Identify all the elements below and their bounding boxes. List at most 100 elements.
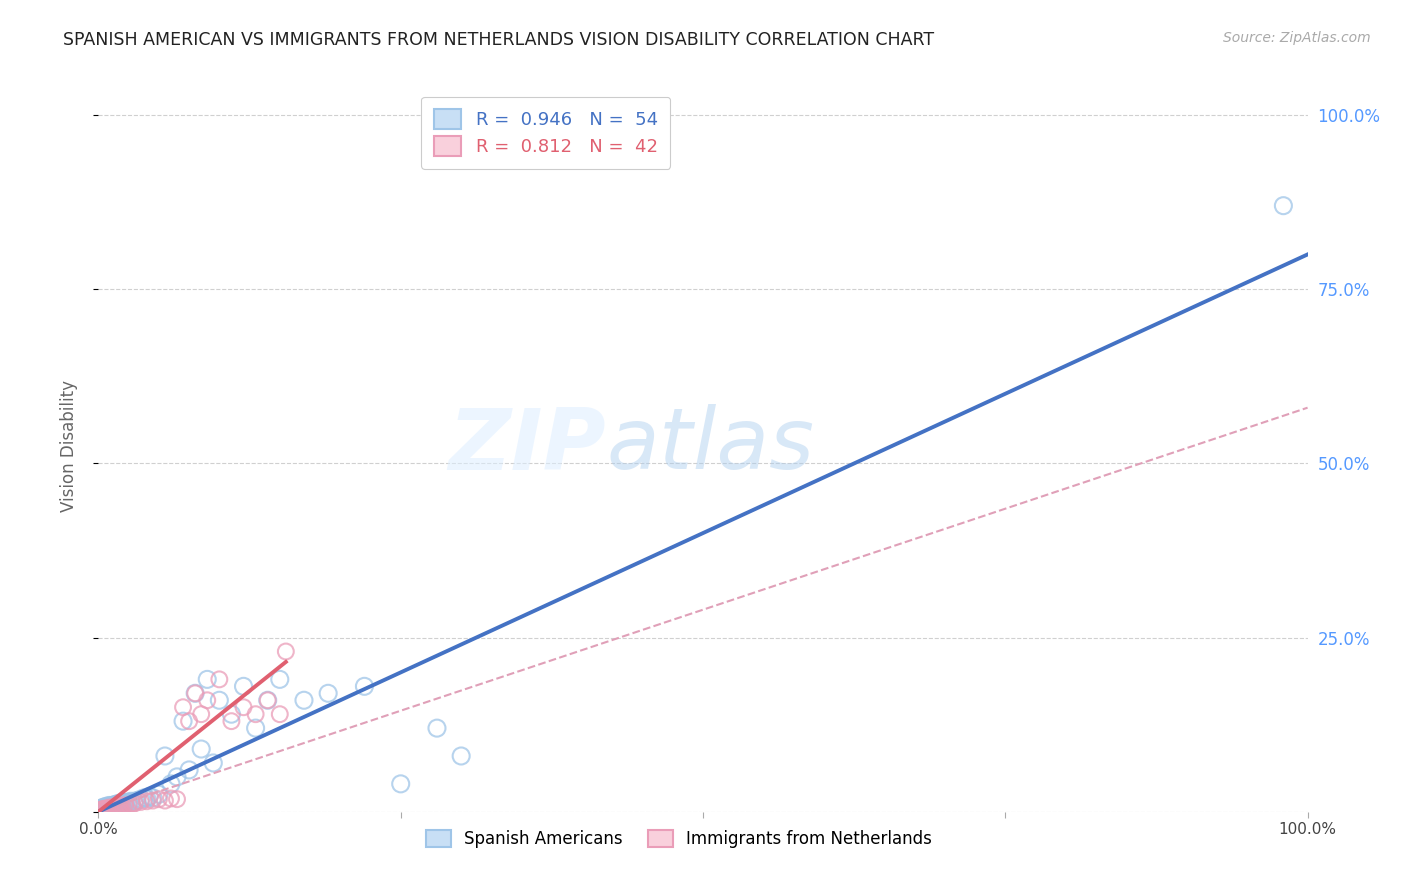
- Point: [98, 800, 121, 814]
- Point: [148, 792, 170, 806]
- Point: [110, 797, 132, 811]
- Point: [245, 707, 267, 722]
- Point: [195, 693, 218, 707]
- Point: [118, 795, 141, 809]
- Point: [100, 800, 122, 814]
- Point: [184, 686, 207, 700]
- Point: [208, 693, 231, 707]
- Point: [135, 794, 157, 808]
- Legend: Spanish Americans, Immigrants from Netherlands: Spanish Americans, Immigrants from Nethe…: [419, 823, 939, 855]
- Point: [221, 707, 243, 722]
- Text: Source: ZipAtlas.com: Source: ZipAtlas.com: [1223, 31, 1371, 45]
- Point: [91, 800, 114, 814]
- Point: [91, 803, 114, 817]
- Y-axis label: Vision Disability: Vision Disability: [59, 380, 77, 512]
- Point: [232, 679, 254, 693]
- Point: [111, 797, 134, 811]
- Point: [100, 801, 122, 815]
- Point: [256, 693, 278, 707]
- Point: [121, 797, 143, 811]
- Point: [104, 800, 127, 814]
- Point: [93, 802, 115, 816]
- Point: [316, 686, 339, 700]
- Point: [1272, 199, 1295, 213]
- Point: [245, 721, 267, 735]
- Point: [107, 797, 129, 812]
- Point: [138, 789, 160, 804]
- Point: [94, 801, 117, 815]
- Point: [172, 700, 194, 714]
- Point: [93, 800, 115, 814]
- Point: [160, 791, 183, 805]
- Point: [108, 797, 131, 811]
- Point: [110, 798, 132, 813]
- Point: [124, 797, 146, 811]
- Point: [90, 801, 112, 815]
- Point: [195, 673, 218, 687]
- Point: [142, 794, 165, 808]
- Point: [134, 790, 156, 805]
- Text: ZIP: ZIP: [449, 404, 606, 488]
- Point: [160, 777, 183, 791]
- Point: [269, 707, 291, 722]
- Point: [105, 800, 128, 814]
- Point: [353, 679, 375, 693]
- Point: [111, 799, 134, 814]
- Point: [112, 796, 135, 810]
- Point: [274, 644, 297, 658]
- Point: [190, 742, 212, 756]
- Point: [127, 794, 149, 808]
- Point: [190, 707, 212, 722]
- Point: [166, 792, 188, 806]
- Point: [179, 714, 201, 728]
- Point: [108, 799, 131, 814]
- Point: [208, 673, 231, 687]
- Point: [179, 763, 201, 777]
- Text: atlas: atlas: [606, 404, 814, 488]
- Point: [104, 798, 127, 813]
- Point: [118, 797, 141, 812]
- Point: [100, 798, 122, 813]
- Point: [292, 693, 315, 707]
- Point: [166, 770, 188, 784]
- Point: [202, 756, 225, 770]
- Point: [108, 800, 131, 814]
- Point: [103, 800, 125, 814]
- Text: SPANISH AMERICAN VS IMMIGRANTS FROM NETHERLANDS VISION DISABILITY CORRELATION CH: SPANISH AMERICAN VS IMMIGRANTS FROM NETH…: [63, 31, 935, 49]
- Point: [450, 749, 472, 764]
- Point: [426, 721, 449, 735]
- Point: [142, 790, 165, 805]
- Point: [98, 798, 121, 813]
- Point: [153, 794, 176, 808]
- Point: [91, 802, 114, 816]
- Point: [232, 700, 254, 714]
- Point: [101, 799, 124, 814]
- Point: [96, 801, 118, 815]
- Point: [114, 797, 136, 811]
- Point: [184, 686, 207, 700]
- Point: [103, 797, 125, 812]
- Point: [256, 693, 278, 707]
- Point: [129, 795, 152, 809]
- Point: [135, 791, 157, 805]
- Point: [107, 800, 129, 814]
- Point: [269, 673, 291, 687]
- Point: [221, 714, 243, 728]
- Point: [148, 787, 170, 801]
- Point: [153, 749, 176, 764]
- Point: [105, 797, 128, 811]
- Point: [97, 800, 120, 814]
- Point: [108, 797, 131, 812]
- Point: [124, 794, 146, 808]
- Point: [115, 796, 138, 810]
- Point: [94, 803, 117, 817]
- Point: [120, 794, 142, 808]
- Point: [96, 799, 118, 814]
- Point: [114, 798, 136, 813]
- Point: [129, 792, 152, 806]
- Point: [91, 802, 114, 816]
- Point: [90, 803, 112, 817]
- Point: [101, 801, 124, 815]
- Point: [100, 800, 122, 814]
- Point: [97, 802, 120, 816]
